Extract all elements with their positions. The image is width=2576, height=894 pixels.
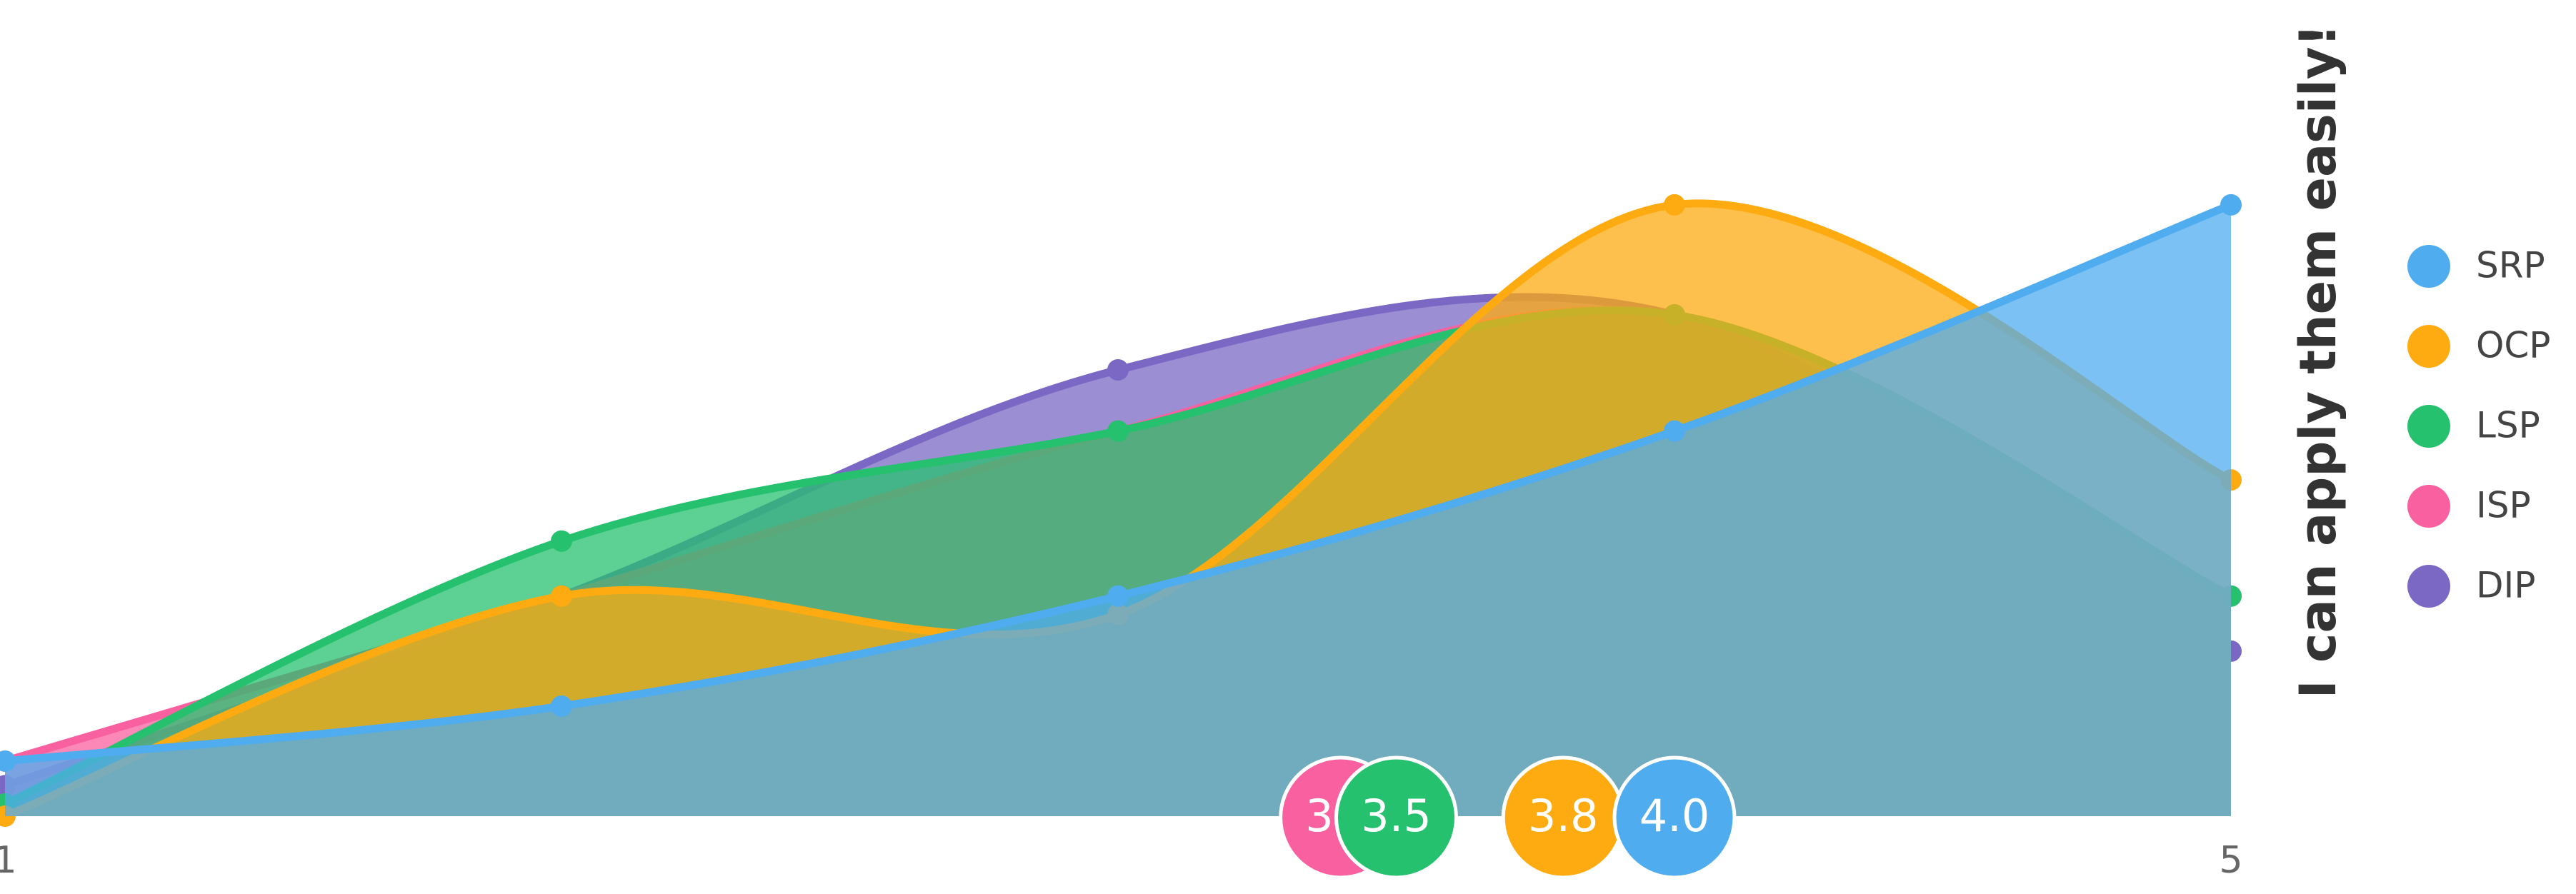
legend-label: OCP — [2476, 325, 2550, 366]
legend-swatch — [2407, 565, 2450, 608]
point — [551, 695, 572, 717]
legend-label: SRP — [2476, 245, 2545, 286]
legend-label: LSP — [2476, 405, 2540, 446]
point — [2220, 194, 2242, 216]
mean-bubble — [1334, 755, 1458, 880]
legend-label: ISP — [2476, 485, 2531, 526]
point — [1664, 194, 1685, 216]
point — [0, 750, 16, 772]
x-tick-label: 5 — [2219, 839, 2242, 882]
legend-swatch — [2407, 325, 2450, 368]
point — [551, 585, 572, 607]
mean-bubble — [1612, 755, 1737, 880]
mean-label: 4.0 — [1639, 790, 1710, 842]
mean-label: 3.8 — [1528, 790, 1599, 842]
point — [1107, 359, 1129, 381]
legend-swatch — [2407, 405, 2450, 448]
point — [1664, 420, 1685, 442]
legend-swatch — [2407, 245, 2450, 288]
point — [551, 530, 572, 552]
legend-label: DIP — [2476, 565, 2535, 606]
legend-swatch — [2407, 485, 2450, 528]
area — [5, 204, 2231, 816]
point — [1107, 585, 1129, 607]
x-tick-label: 1 — [0, 839, 17, 882]
mean-label: 3.5 — [1361, 790, 1432, 842]
y-axis-title: I can apply them easily! — [2289, 24, 2347, 699]
point — [1107, 420, 1129, 442]
